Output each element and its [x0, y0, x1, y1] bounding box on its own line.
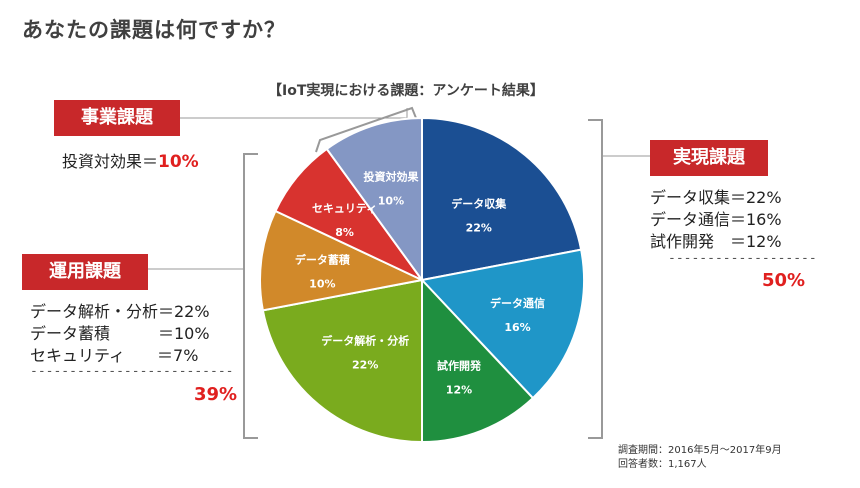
- pie-slice-label: データ蓄積: [295, 252, 351, 266]
- pie-slice-value: 8%: [335, 226, 354, 239]
- pie-slice: [259, 209, 426, 312]
- pie-slice-value: 22%: [352, 359, 378, 372]
- pie-slice-label: 投資対効果: [363, 169, 418, 183]
- operations-item-3: セキュリティ ＝7%: [30, 346, 199, 365]
- pie-chart: [259, 116, 586, 444]
- pie-slice-label: データ解析・分析: [321, 334, 409, 348]
- pie-slice: [421, 277, 535, 444]
- operations-bracket: [243, 153, 258, 439]
- realization-issues-badge: 実現課題: [650, 140, 768, 176]
- survey-respondents: 回答者数：1,167人: [618, 459, 707, 470]
- realization-total: 50%: [762, 270, 806, 291]
- pie-slice-label: 試作開発: [437, 358, 482, 372]
- realization-bracket: [588, 119, 603, 439]
- pie-slice-label: データ通信: [490, 296, 545, 310]
- business-item: 投資対効果＝10%: [62, 148, 199, 172]
- pie-labels: データ収集 22% データ通信 16% 試作開発 12% データ解析・分析 22% データ蓄積 1…: [295, 169, 545, 396]
- realization-item-1: データ収集＝22%: [650, 188, 782, 207]
- operations-issues-badge: 運用課題: [22, 254, 148, 290]
- realization-item-2: データ通信＝16%: [650, 210, 782, 229]
- pie-slice-value: 10%: [309, 277, 335, 290]
- business-item-name: 投資対効果＝: [62, 152, 159, 171]
- operations-item-1: データ解析・分析＝22%: [30, 302, 210, 321]
- survey-period: 調査期間：2016年5月～2017年9月: [618, 445, 782, 456]
- pie-slice: [421, 116, 583, 282]
- survey-notes: 調査期間：2016年5月～2017年9月 回答者数：1,167人: [618, 444, 782, 472]
- operations-divider: --------------------------: [30, 364, 234, 379]
- pie-slice-value: 16%: [504, 321, 530, 334]
- pie-slice-value: 22%: [466, 221, 492, 234]
- page-heading: あなたの課題は何ですか？: [22, 18, 286, 42]
- pie-slice: [420, 248, 586, 400]
- pie-slice: [261, 278, 423, 444]
- pie-slice-value: 12%: [446, 383, 472, 396]
- pie-slice-label: セキュリティ: [312, 202, 377, 215]
- business-issues-badge: 事業課題: [54, 100, 180, 136]
- realization-item-3: 試作開発 ＝12%: [650, 232, 782, 251]
- operations-item-2: データ蓄積 ＝10%: [30, 324, 210, 343]
- connector-lines: [148, 106, 650, 439]
- pie-slice-label: データ収集: [451, 196, 507, 210]
- chart-title: 【IoT実現における課題：アンケート結果】: [268, 83, 544, 99]
- operations-total: 39%: [194, 384, 238, 405]
- invest-bracket: [315, 106, 417, 153]
- pie-slice-value: 10%: [378, 194, 404, 207]
- realization-divider: -------------------: [668, 251, 817, 266]
- pie-slice: [325, 116, 423, 284]
- business-item-value: 10%: [158, 152, 199, 172]
